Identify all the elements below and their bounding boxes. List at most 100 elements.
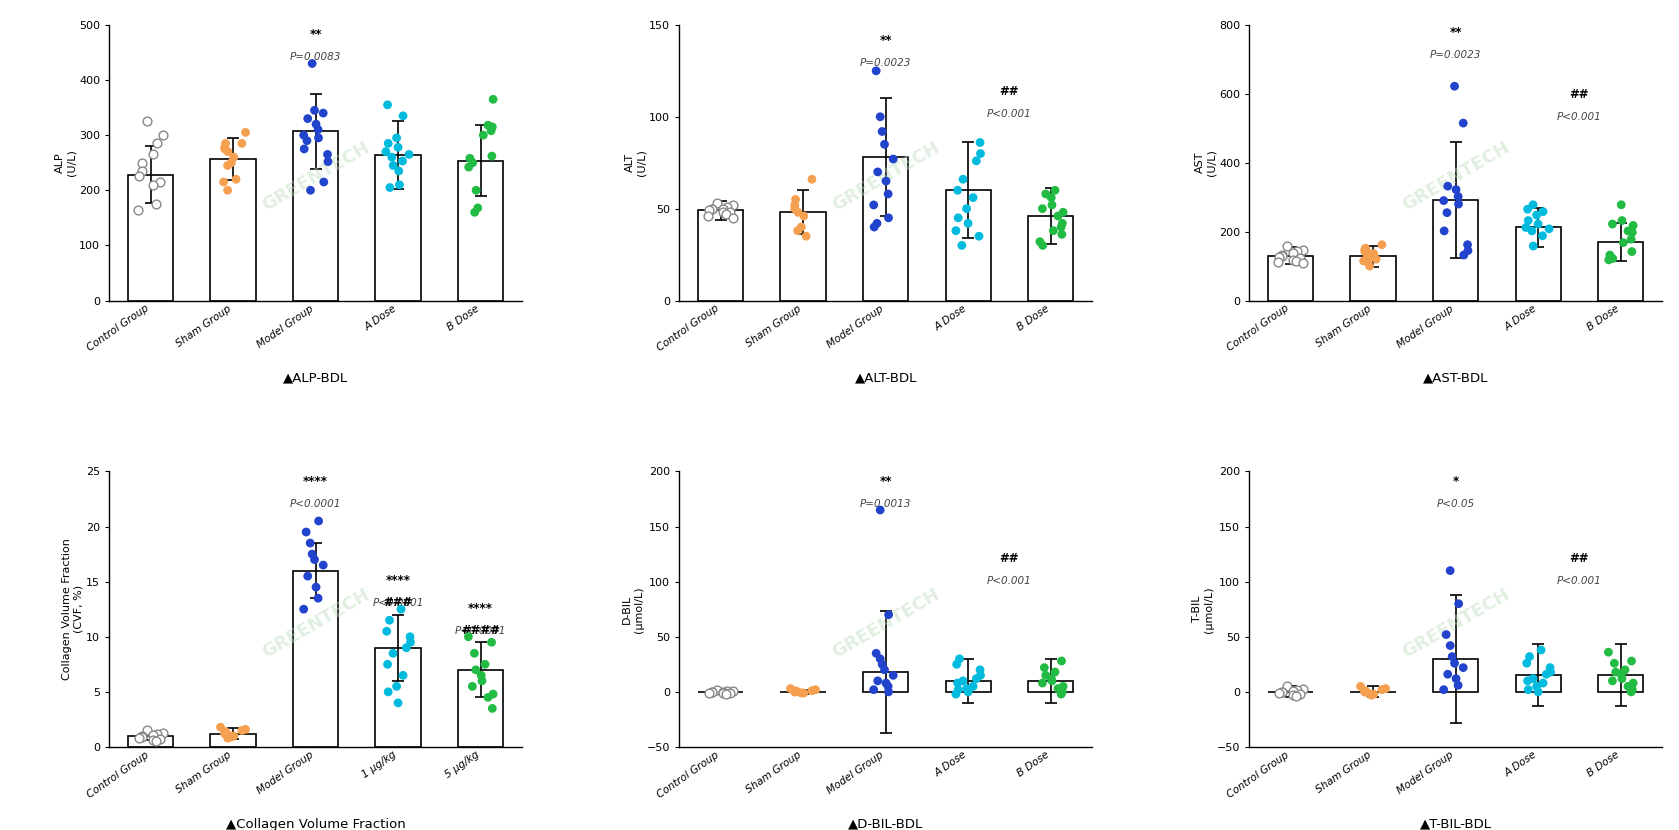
Point: [212, 727, 238, 740]
Point: [868, 124, 895, 138]
Point: [860, 198, 887, 212]
Point: [396, 636, 423, 649]
Point: [304, 123, 331, 136]
Point: [1608, 672, 1635, 686]
Point: [1039, 224, 1066, 237]
Point: [863, 217, 890, 230]
Point: [306, 515, 332, 528]
Point: [1355, 686, 1382, 700]
Point: [1530, 229, 1556, 242]
Point: [1530, 676, 1556, 690]
Text: ####: ####: [462, 624, 500, 637]
Point: [215, 731, 242, 745]
Point: [396, 630, 423, 643]
Point: [1039, 198, 1066, 212]
Point: [1289, 256, 1316, 269]
Point: [866, 652, 893, 666]
Point: [1352, 684, 1378, 697]
Bar: [1028, 681, 1073, 692]
Bar: [698, 211, 744, 300]
Point: [942, 687, 969, 701]
Point: [301, 104, 327, 117]
Point: [1360, 687, 1387, 701]
Point: [1439, 650, 1466, 663]
Point: [390, 154, 416, 168]
Point: [1528, 643, 1555, 657]
Text: ▲ALP-BDL: ▲ALP-BDL: [284, 371, 348, 384]
Point: [309, 106, 336, 120]
Text: ###: ###: [383, 596, 413, 609]
Point: [1268, 686, 1295, 699]
Point: [1029, 676, 1056, 690]
Point: [784, 686, 811, 699]
Bar: [863, 157, 908, 300]
Point: [791, 209, 818, 222]
Text: P<0.0001: P<0.0001: [373, 598, 423, 608]
Point: [1355, 251, 1382, 264]
Point: [1041, 666, 1068, 679]
Point: [390, 669, 416, 682]
Point: [1434, 179, 1461, 193]
Point: [1268, 249, 1295, 262]
Point: [1434, 206, 1461, 219]
Point: [462, 663, 489, 676]
Bar: [1028, 216, 1073, 300]
Point: [128, 730, 154, 744]
Point: [212, 726, 238, 740]
Point: [1049, 680, 1076, 693]
Point: [1595, 253, 1622, 266]
Bar: [128, 175, 173, 300]
Point: [290, 142, 317, 155]
Point: [1523, 208, 1550, 222]
Point: [143, 198, 170, 211]
Text: P<0.0001: P<0.0001: [290, 499, 341, 509]
Point: [468, 669, 495, 682]
Point: [299, 548, 326, 561]
Point: [1525, 686, 1551, 699]
Point: [875, 680, 902, 693]
Point: [1602, 657, 1629, 670]
Bar: [1432, 200, 1479, 300]
Point: [1441, 657, 1467, 670]
Point: [1368, 238, 1395, 251]
Point: [143, 137, 170, 150]
Point: [309, 559, 336, 572]
Point: [1049, 686, 1076, 699]
Point: [455, 630, 482, 643]
Text: GREENTECH: GREENTECH: [259, 139, 373, 214]
Point: [875, 188, 902, 201]
Point: [1352, 245, 1378, 258]
Text: **: **: [880, 475, 892, 488]
Point: [128, 164, 154, 178]
Text: GREENTECH: GREENTECH: [1399, 139, 1513, 214]
Point: [781, 686, 808, 699]
Point: [1620, 219, 1647, 232]
Bar: [1516, 676, 1561, 692]
Point: [720, 211, 747, 224]
Point: [134, 724, 161, 737]
Point: [944, 183, 970, 197]
Point: [1437, 639, 1464, 652]
Point: [1597, 248, 1624, 261]
Point: [1033, 669, 1059, 682]
Point: [139, 728, 166, 741]
Y-axis label: Collagen Volume Fraction
(CVF, %): Collagen Volume Fraction (CVF, %): [62, 539, 84, 680]
Point: [1048, 687, 1075, 701]
Point: [210, 175, 237, 188]
Point: [472, 657, 499, 671]
Point: [1446, 198, 1472, 211]
Point: [875, 211, 902, 224]
Point: [465, 201, 492, 214]
Point: [215, 145, 242, 159]
Point: [782, 684, 809, 697]
Point: [480, 93, 507, 106]
Point: [314, 148, 341, 161]
Point: [384, 164, 411, 178]
Point: [1619, 686, 1645, 699]
Point: [458, 680, 485, 693]
Point: [149, 726, 176, 740]
Bar: [128, 736, 173, 747]
Point: [479, 124, 505, 138]
Point: [880, 669, 907, 682]
Point: [396, 148, 423, 161]
